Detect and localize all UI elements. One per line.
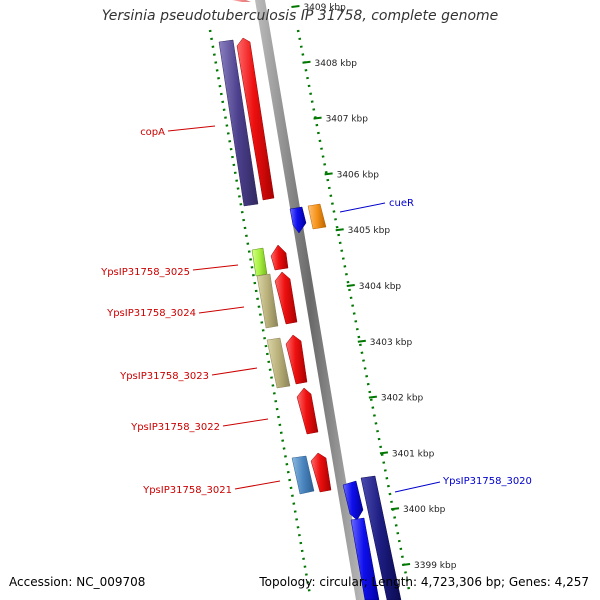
tick-mark: [379, 451, 389, 455]
tick-label: 3403 kbp: [370, 338, 413, 348]
tick-mark: [302, 60, 311, 64]
gene-arrow-cueR[interactable]: [289, 206, 307, 234]
leader-3022: [222, 418, 269, 427]
leader-3023: [211, 367, 258, 376]
gene-labels: copA cueR YpsIP31758_3025 YpsIP31758_302…: [100, 125, 532, 496]
gene-arrow-3021[interactable]: [310, 452, 332, 493]
gene-arrow-3020[interactable]: [342, 480, 364, 521]
gene-arrow-copA-strand[interactable]: [236, 37, 275, 201]
gene-cog-3023[interactable]: [266, 337, 291, 389]
reverse-strand-genes: [218, 0, 332, 495]
gene-cog-3024[interactable]: [256, 273, 279, 329]
gene-arrow-copA[interactable]: [232, 0, 251, 2]
tick-label: 3401 kbp: [392, 449, 435, 459]
tick-mark: [291, 5, 300, 8]
tick-label: 3400 kbp: [403, 505, 446, 515]
tick-mark: [357, 339, 366, 343]
tick-mark: [346, 284, 355, 287]
tick-label: 3407 kbp: [326, 115, 369, 125]
label-3021: YpsIP31758_3021: [142, 485, 232, 496]
tick-mark: [368, 395, 377, 399]
tick-mark: [313, 116, 322, 120]
leader-3025: [192, 264, 239, 271]
gene-cog-3020[interactable]: [360, 475, 402, 600]
leader-3020: [394, 481, 441, 493]
gene-arrow-3023[interactable]: [285, 334, 308, 385]
gene-arrow-3025[interactable]: [270, 244, 289, 271]
gene-cog-cueR[interactable]: [307, 203, 327, 230]
label-3025: YpsIP31758_3025: [100, 267, 190, 278]
leader-cueR: [339, 202, 386, 213]
label-3022: YpsIP31758_3022: [130, 422, 220, 433]
gene-cog-3025[interactable]: [251, 247, 268, 277]
leader-3024: [198, 306, 245, 314]
genome-backbone: [255, 0, 366, 600]
tick-label: 3399 kbp: [414, 561, 457, 571]
tick-label: 3409 kbp: [303, 3, 346, 13]
gene-arrow-3022[interactable]: [296, 387, 319, 435]
tick-mark: [324, 172, 333, 176]
label-3020: YpsIP31758_3020: [442, 476, 532, 487]
tick-label: 3404 kbp: [359, 282, 402, 292]
accession-text: Accession: NC_009708: [9, 575, 146, 589]
label-3023: YpsIP31758_3023: [119, 371, 209, 382]
topology-text: Topology: circular; Length: 4,723,306 bp…: [259, 575, 589, 589]
tick-mark: [335, 228, 344, 232]
gene-cog-copA[interactable]: [218, 39, 259, 207]
gene-arrow-3020-b[interactable]: [350, 517, 380, 600]
tick-mark: [390, 507, 400, 511]
label-copA: copA: [140, 127, 165, 138]
tick-label: 3405 kbp: [348, 226, 391, 236]
tick-mark: [401, 563, 411, 566]
scale-ticks: 3409 kbp 3408 kbp 3407 kbp 3406 kbp 3405 kbp…: [291, 3, 457, 571]
label-cueR: cueR: [389, 198, 414, 209]
leader-3021: [234, 480, 281, 490]
leader-copA: [167, 125, 216, 132]
forward-strand-genes: [289, 203, 402, 600]
gene-cog-3021[interactable]: [291, 455, 315, 495]
label-3024: YpsIP31758_3024: [106, 308, 196, 319]
tick-label: 3406 kbp: [337, 170, 380, 180]
tick-label: 3402 kbp: [381, 394, 424, 404]
map-title: Yersinia pseudotuberculosis IP 31758, co…: [101, 8, 499, 24]
gene-arrow-3024[interactable]: [274, 271, 298, 325]
tick-label: 3408 kbp: [315, 59, 358, 69]
